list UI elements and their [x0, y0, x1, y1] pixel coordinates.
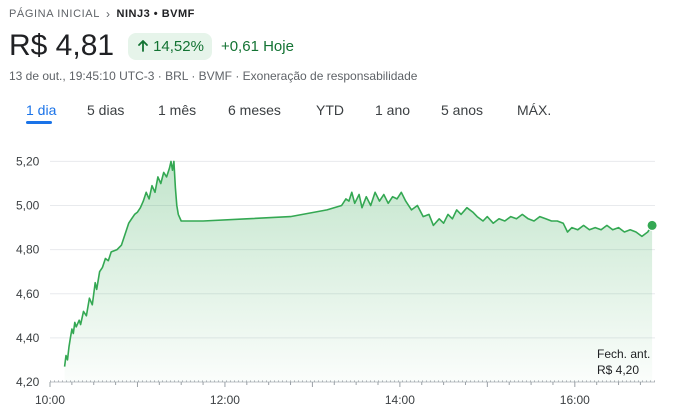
price-area-fill [64, 161, 653, 382]
y-tick-label: 5,00 [16, 199, 40, 213]
chevron-right-icon: › [105, 7, 111, 21]
tab-max[interactable]: MÁX. [517, 102, 552, 118]
x-tick-label: 10:00 [35, 393, 65, 407]
y-tick-label: 5,20 [16, 154, 40, 168]
tab-6-months[interactable]: 6 meses [228, 102, 281, 118]
breadcrumb-current: NINJ3 • BVMF [116, 8, 195, 20]
absolute-change: +0,61 Hoje [220, 37, 294, 55]
tab-ytd[interactable]: YTD [316, 102, 344, 118]
x-tick-label: 16:00 [560, 393, 590, 407]
percent-change-badge: 14,52% [128, 32, 212, 60]
tab-5-years[interactable]: 5 anos [441, 102, 484, 118]
y-axis: 4,20 4,40 4,60 4,80 5,00 5,20 [16, 154, 40, 389]
x-tick-label: 12:00 [210, 393, 240, 407]
y-tick-label: 4,20 [16, 375, 40, 389]
last-price-dot [646, 219, 658, 231]
tab-1-day[interactable]: 1 dia [26, 102, 57, 118]
arrow-up-icon [138, 40, 148, 52]
quote-header: R$ 4,81 14,52% +0,61 Hoje [9, 28, 294, 64]
breadcrumb-home-link[interactable]: PÁGINA INICIAL [9, 8, 100, 20]
previous-close-value: R$ 4,20 [597, 363, 639, 377]
tab-1-month[interactable]: 1 mês [158, 102, 197, 118]
x-axis: 10:00 12:00 14:00 16:00 [35, 381, 655, 407]
breadcrumb: PÁGINA INICIAL › NINJ3 • BVMF [9, 7, 195, 21]
previous-close-label: Fech. ant. [597, 347, 650, 361]
tab-1-year[interactable]: 1 ano [375, 102, 411, 118]
price-line [63, 160, 653, 367]
percent-change-value: 14,52% [153, 37, 204, 55]
x-tick-label: 14:00 [385, 393, 415, 407]
range-tabs: 1 dia 5 dias 1 mês 6 meses YTD 1 ano 5 a… [14, 101, 574, 125]
current-price: R$ 4,81 [9, 29, 115, 62]
y-tick-label: 4,60 [16, 287, 40, 301]
tab-5-days[interactable]: 5 dias [87, 102, 125, 118]
quote-meta: 13 de out., 19:45:10 UTC-3 · BRL · BVMF … [9, 69, 418, 83]
active-tab-indicator [26, 121, 52, 124]
y-tick-label: 4,80 [16, 243, 40, 257]
y-tick-label: 4,40 [16, 331, 40, 345]
